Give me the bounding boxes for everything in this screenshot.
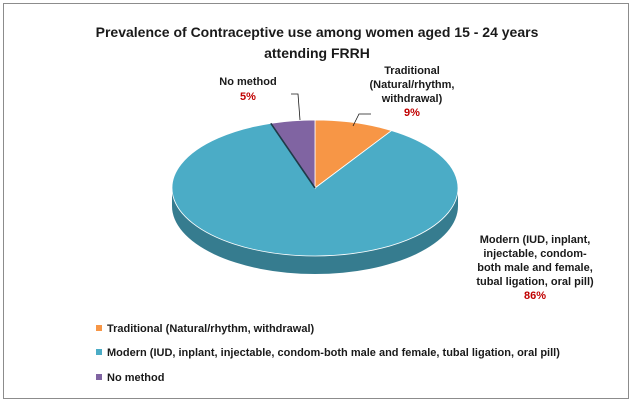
pie-edge-line: [270, 122, 316, 189]
data-label-modern-line-4: tubal ligation, oral pill): [476, 276, 594, 288]
data-label-modern-pct: 86%: [524, 290, 546, 302]
chart-title-line-2: attending FRRH: [264, 45, 370, 61]
data-label-traditional-line-2: (Natural/rhythm,: [370, 79, 455, 91]
data-label-modern-line-3: both male and female,: [477, 262, 593, 274]
chart-title: Prevalence of Contraceptive use among wo…: [4, 22, 630, 64]
data-label-traditional-pct: 9%: [404, 107, 420, 119]
chart-title-line-1: Prevalence of Contraceptive use among wo…: [95, 24, 539, 40]
legend-item-traditional: Traditional (Natural/rhythm, withdrawal): [96, 322, 314, 336]
chart-frame: Prevalence of Contraceptive use among wo…: [3, 3, 629, 399]
legend-label-modern: Modern (IUD, inplant, injectable, condom…: [107, 347, 560, 359]
data-label-modern-line-1: Modern (IUD, inplant,: [480, 234, 591, 246]
pie-slice-modern: [171, 122, 459, 257]
legend-swatch-no-method: [96, 374, 102, 380]
legend-swatch-traditional: [96, 325, 102, 331]
leader-line-no-method: [291, 93, 301, 121]
data-label-modern-line-2: injectable, condom-: [483, 248, 587, 260]
legend-item-no-method: No method: [96, 371, 164, 385]
data-label-traditional-line-1: Traditional: [384, 65, 440, 77]
data-label-no-method-line-1: No method: [219, 76, 276, 88]
legend-label-traditional: Traditional (Natural/rhythm, withdrawal): [107, 323, 315, 335]
pie-chart: Traditional (Natural/rhythm, withdrawal) 9%…: [171, 65, 594, 302]
data-label-traditional-line-3: withdrawal): [381, 93, 443, 105]
leader-line-traditional: [352, 113, 371, 127]
pie-side-modern: [172, 188, 458, 274]
legend-swatch-modern: [96, 349, 102, 355]
data-label-no-method-pct: 5%: [240, 91, 256, 103]
legend-item-modern: Modern (IUD, inplant, injectable, condom…: [96, 346, 560, 360]
legend-label-no-method: No method: [107, 372, 165, 384]
